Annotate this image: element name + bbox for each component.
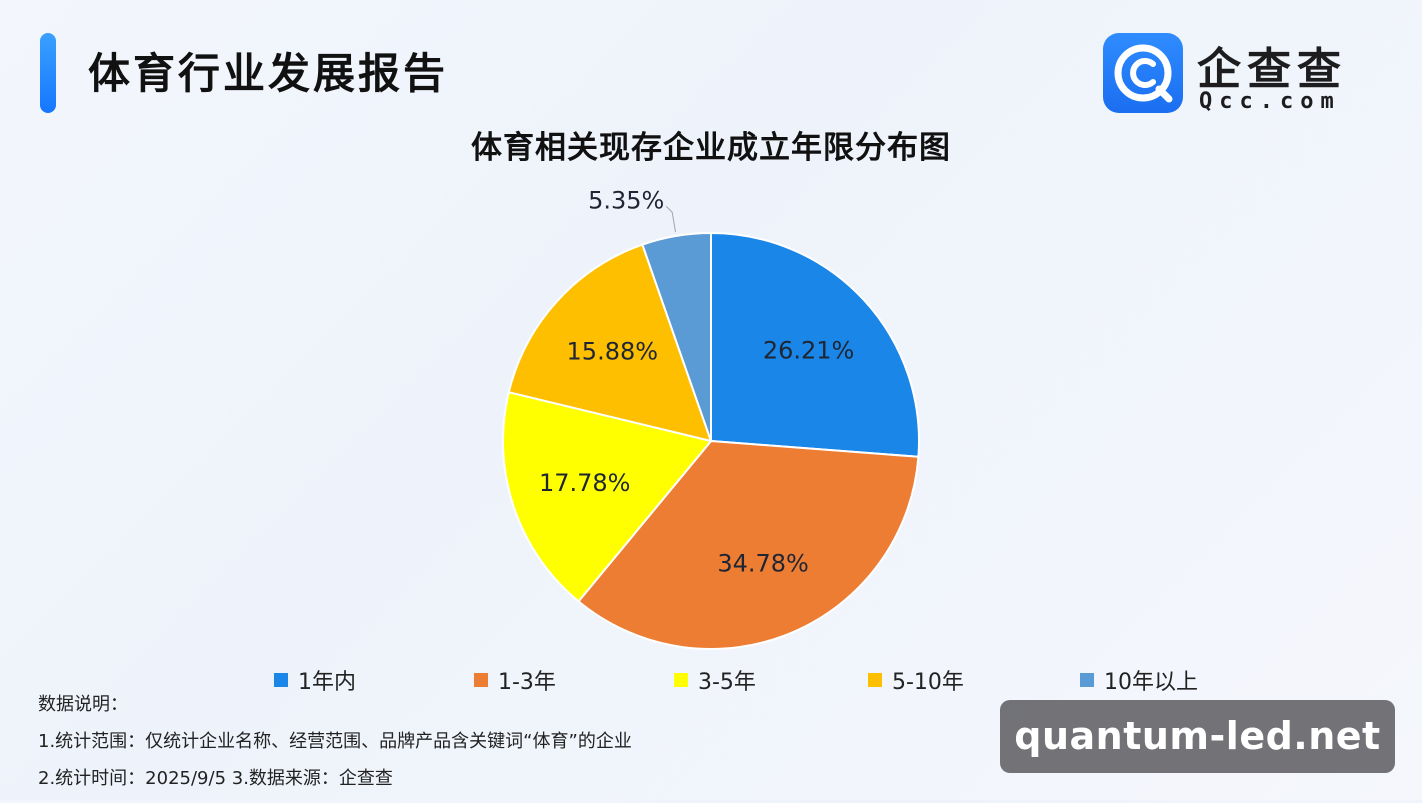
report-title: 体育行业发展报告 (88, 49, 449, 98)
pie-slice-2 (577, 439, 920, 650)
pie-data-label-4: 15.88% (567, 338, 659, 366)
watermark: quantum-led.net (1000, 700, 1395, 773)
legend-label: 10年以上 (1104, 670, 1198, 695)
pie-data-label-1: 26.21% (763, 337, 855, 365)
chart-legend: 1年内 1-3年 3-5年 5-10年 10年以上 (0, 664, 1422, 695)
legend-item-3: 3-5年 (674, 664, 756, 696)
legend-label: 5-10年 (892, 670, 964, 695)
qcc-logo: 企查查 Qcc.com (1103, 33, 1383, 115)
legend-item-2: 1-3年 (474, 664, 556, 696)
legend-label: 1年内 (298, 670, 356, 695)
notes-scope: 1.统计范围：仅统计企业名称、经营范围、品牌产品含关键词“体育”的企业 (38, 731, 632, 752)
legend-item-5: 10年以上 (1080, 664, 1198, 696)
pie-leader-line-5 (665, 205, 676, 233)
legend-swatch (868, 673, 882, 687)
legend-label: 3-5年 (698, 670, 756, 695)
data-notes: 数据说明： 1.统计范围：仅统计企业名称、经营范围、品牌产品含关键词“体育”的企… (38, 692, 632, 803)
logo-domain: Qcc.com (1199, 89, 1341, 114)
pie-slice-5 (641, 231, 712, 442)
pie-data-label-3: 17.78% (539, 469, 631, 497)
legend-swatch (274, 673, 288, 687)
pie-data-label-2: 34.78% (717, 550, 809, 578)
pie-slice-4 (507, 243, 713, 443)
pie-slice-3 (502, 390, 713, 603)
legend-swatch (674, 673, 688, 687)
notes-heading: 数据说明： (38, 694, 128, 715)
legend-item-1: 1年内 (274, 664, 356, 696)
qcc-logo-icon (1103, 33, 1183, 113)
pie-data-label-5: 5.35% (588, 186, 664, 214)
legend-swatch (1080, 673, 1094, 687)
legend-item-4: 5-10年 (868, 664, 964, 696)
legend-label: 1-3年 (498, 670, 556, 695)
legend-swatch (474, 673, 488, 687)
notes-time-source: 2.统计时间：2025/9/5 3.数据来源：企查查 (38, 768, 393, 789)
pie-slice-1 (710, 231, 920, 458)
chart-title: 体育相关现存企业成立年限分布图 (471, 130, 951, 166)
title-accent-bar (40, 33, 56, 113)
logo-name: 企查查 (1197, 44, 1347, 95)
